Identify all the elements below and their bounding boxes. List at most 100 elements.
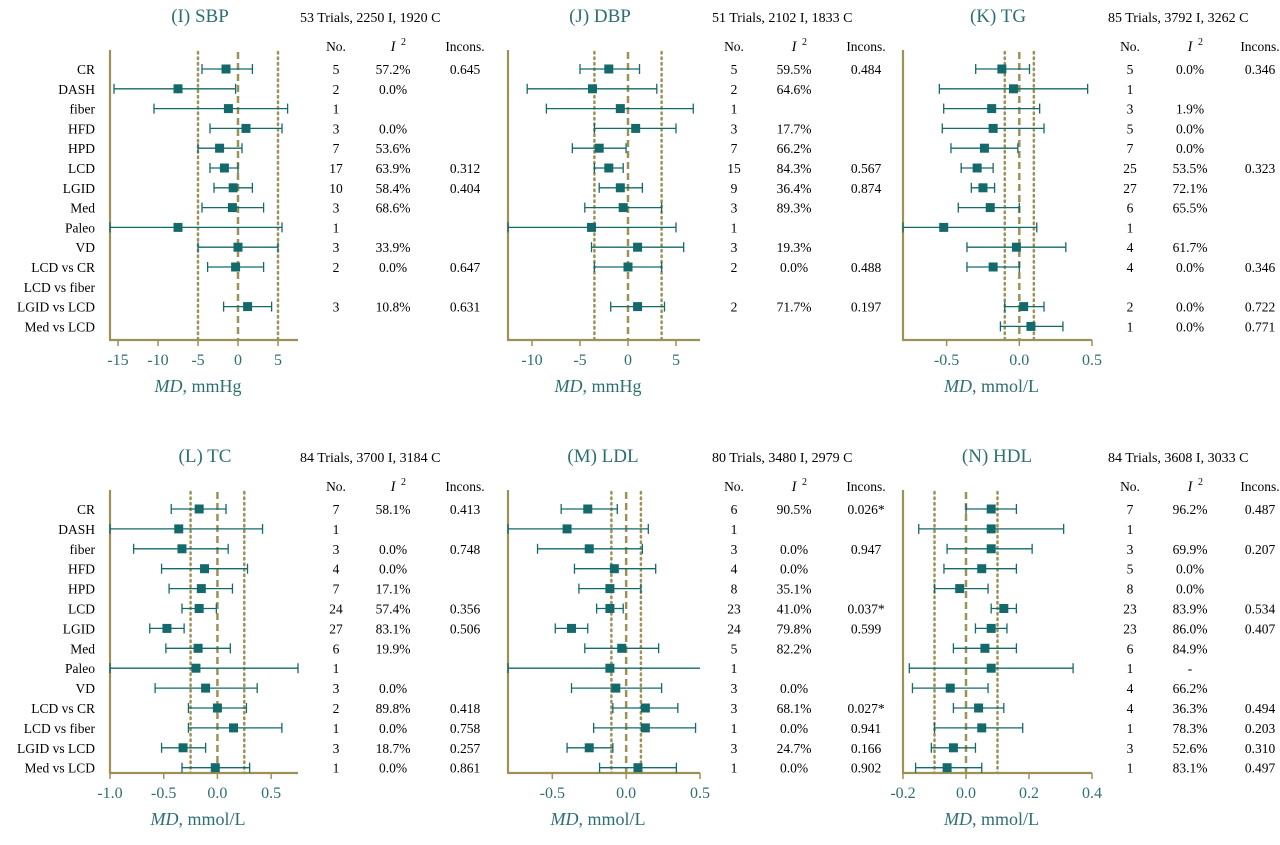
row-incons: 0.166 — [851, 741, 882, 756]
row-no: 25 — [1123, 161, 1137, 176]
point-estimate — [200, 564, 210, 574]
x-tick-label: -0.5 — [934, 352, 959, 369]
row-incons: 0.027* — [847, 701, 884, 716]
point-estimate — [605, 604, 615, 613]
row-no: 7 — [731, 141, 738, 156]
x-tick-label: 0.0 — [616, 785, 636, 802]
x-tick-label: -10 — [521, 352, 542, 369]
row-no: 17 — [329, 161, 343, 176]
row-label: DASH — [58, 82, 95, 97]
row-no: 1 — [731, 102, 738, 117]
row-i2: 83.1% — [376, 621, 411, 636]
header-incons: Incons. — [445, 39, 484, 54]
row-i2: 52.6% — [1173, 741, 1208, 756]
row-incons: 0.487 — [1245, 502, 1276, 517]
row-no: 1 — [731, 522, 738, 537]
row-no: 1 — [1127, 721, 1134, 736]
row-i2: 90.5% — [777, 502, 812, 517]
x-tick-label: 0.0 — [1009, 352, 1029, 369]
row-no: 7 — [333, 141, 340, 156]
row-no: 3 — [731, 240, 738, 255]
header-i2-sup: 2 — [802, 477, 807, 488]
point-estimate — [979, 143, 989, 153]
row-no: 3 — [333, 542, 340, 557]
row-no: 2 — [333, 82, 340, 97]
row-no: 3 — [731, 701, 738, 716]
panel-trials: 85 Trials, 3792 I, 3262 C — [1108, 11, 1248, 26]
x-tick-label: 0 — [624, 352, 632, 369]
point-estimate — [567, 623, 577, 633]
point-estimate — [194, 504, 204, 514]
point-estimate — [562, 524, 572, 534]
row-i2: 84.9% — [1173, 641, 1208, 656]
row-label: LCD vs fiber — [24, 280, 96, 295]
x-tick-label: 0.5 — [690, 785, 710, 802]
row-label: LGID — [63, 621, 95, 636]
header-i2-sup: 2 — [1198, 477, 1203, 488]
panel-trials: 84 Trials, 3608 I, 3033 C — [1108, 451, 1248, 466]
point-estimate — [241, 123, 251, 133]
panel-title: (K) TG — [970, 6, 1026, 27]
header-i2-sup: 2 — [401, 37, 406, 48]
point-estimate — [191, 663, 201, 673]
row-incons: 0.506 — [450, 621, 481, 636]
row-i2: 0.0% — [379, 542, 407, 557]
row-incons: 0.484 — [851, 62, 882, 77]
row-label: LCD — [68, 161, 95, 176]
row-incons: 0.207 — [1245, 542, 1276, 557]
header-i2-sup: 2 — [802, 37, 807, 48]
row-i2: 35.1% — [777, 582, 812, 597]
row-label: CR — [77, 502, 95, 517]
point-estimate — [1026, 321, 1036, 331]
point-estimate — [623, 262, 633, 272]
x-axis-label-unit: , mmol/L — [579, 809, 646, 829]
row-no: 5 — [333, 62, 340, 77]
panel-trials: 51 Trials, 2102 I, 1833 C — [712, 11, 852, 26]
x-axis-label-italic: MD — [150, 809, 179, 829]
row-no: 27 — [1123, 181, 1137, 196]
row-no: 24 — [329, 602, 343, 617]
row-incons: 0.418 — [450, 701, 481, 716]
point-estimate — [988, 262, 998, 272]
x-tick-label: 0.0 — [956, 785, 976, 802]
row-incons: 0.407 — [1245, 621, 1276, 636]
row-incons: 0.758 — [450, 721, 481, 736]
row-no: 2 — [731, 260, 738, 275]
point-estimate — [193, 643, 203, 653]
row-i2: 64.6% — [777, 82, 812, 97]
point-estimate — [977, 723, 987, 733]
row-i2: 89.8% — [376, 701, 411, 716]
header-incons: Incons. — [846, 39, 885, 54]
point-estimate — [215, 143, 225, 153]
row-label: Med vs LCD — [25, 761, 96, 776]
point-estimate — [587, 222, 597, 232]
point-estimate — [604, 64, 614, 74]
row-incons: 0.197 — [851, 300, 882, 315]
row-no: 1 — [1127, 82, 1134, 97]
row-i2: 41.0% — [777, 602, 812, 617]
row-no: 4 — [1127, 701, 1134, 716]
row-no: 3 — [731, 121, 738, 136]
point-estimate — [229, 723, 239, 733]
row-no: 5 — [731, 641, 738, 656]
panel-trials: 53 Trials, 2250 I, 1920 C — [300, 11, 440, 26]
row-incons: 0.645 — [450, 62, 481, 77]
point-estimate — [633, 242, 643, 252]
row-no: 5 — [1127, 562, 1134, 577]
header-no: No. — [1120, 479, 1140, 494]
row-i2: 0.0% — [780, 721, 808, 736]
x-tick-label: 5 — [274, 352, 282, 369]
row-label: Med vs LCD — [25, 319, 96, 334]
row-no: 1 — [1127, 522, 1134, 537]
point-estimate — [980, 643, 990, 653]
row-i2: 17.1% — [376, 582, 411, 597]
row-incons: 0.037* — [847, 602, 884, 617]
point-estimate — [986, 504, 996, 514]
row-i2: 0.0% — [379, 721, 407, 736]
row-label: Paleo — [65, 661, 95, 676]
header-i2: I — [791, 479, 798, 495]
x-axis-label: MD, mmol/L — [150, 809, 246, 829]
x-axis-label: MD, mmol/L — [550, 809, 646, 829]
row-i2: 58.1% — [376, 502, 411, 517]
row-no: 3 — [731, 542, 738, 557]
